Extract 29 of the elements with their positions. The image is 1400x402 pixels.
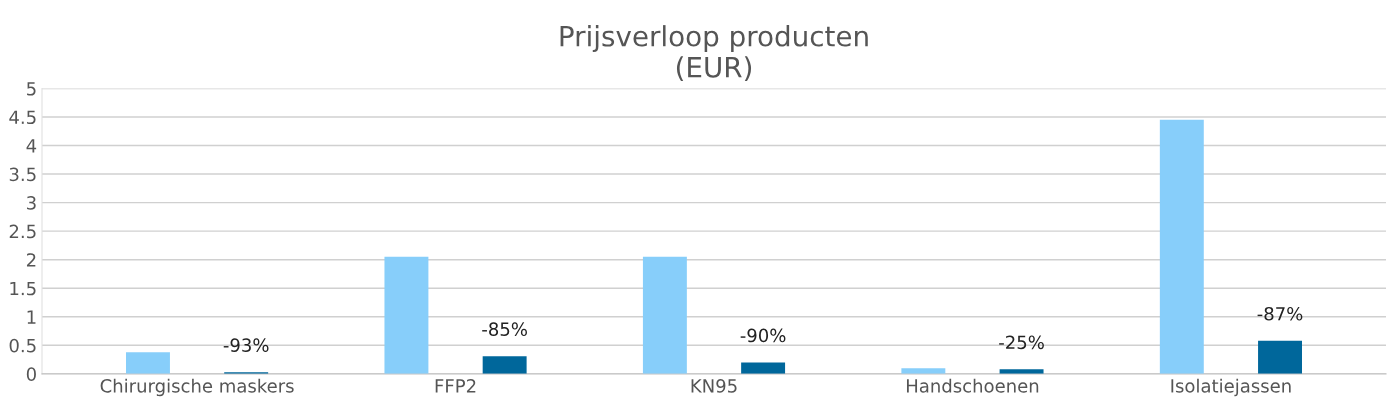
bar — [642, 256, 687, 374]
y-tick-label: 1.5 — [10, 281, 36, 296]
annotation: -93% — [223, 338, 269, 352]
y-tick-label: 3.5 — [9, 167, 36, 182]
y-tick-label: 0 — [26, 367, 36, 381]
y-tick-label: 5 — [27, 82, 36, 96]
y-tick-label: 1 — [27, 310, 36, 324]
bar — [126, 352, 170, 374]
annotation: -87% — [1257, 306, 1303, 321]
chart-title: Prijsverloop producten (EUR) — [560, 25, 868, 81]
annotation: -25% — [999, 335, 1044, 350]
x-tick-label: Chirurgische maskers — [100, 378, 294, 397]
x-tick-label: Isolatiejassen — [1171, 378, 1291, 397]
bar — [1258, 340, 1302, 374]
x-tick-label: KN95 — [691, 379, 737, 393]
y-tick-label: 2.5 — [9, 224, 36, 239]
y-tick-label: 2 — [26, 253, 36, 267]
x-tick-label: FFP2 — [435, 379, 476, 393]
x-tick-label: Handschoenen — [906, 378, 1039, 393]
bar — [384, 256, 429, 374]
y-tick-label: 4 — [26, 139, 37, 153]
y-tick-label: 0.5 — [9, 338, 36, 353]
bar — [482, 356, 527, 374]
annotation: -85% — [482, 322, 527, 336]
bar — [741, 362, 786, 374]
bar — [1159, 119, 1204, 374]
annotation: -90% — [740, 328, 786, 343]
y-tick-label: 3 — [27, 196, 36, 210]
y-tick-label: 4.5 — [9, 110, 36, 125]
